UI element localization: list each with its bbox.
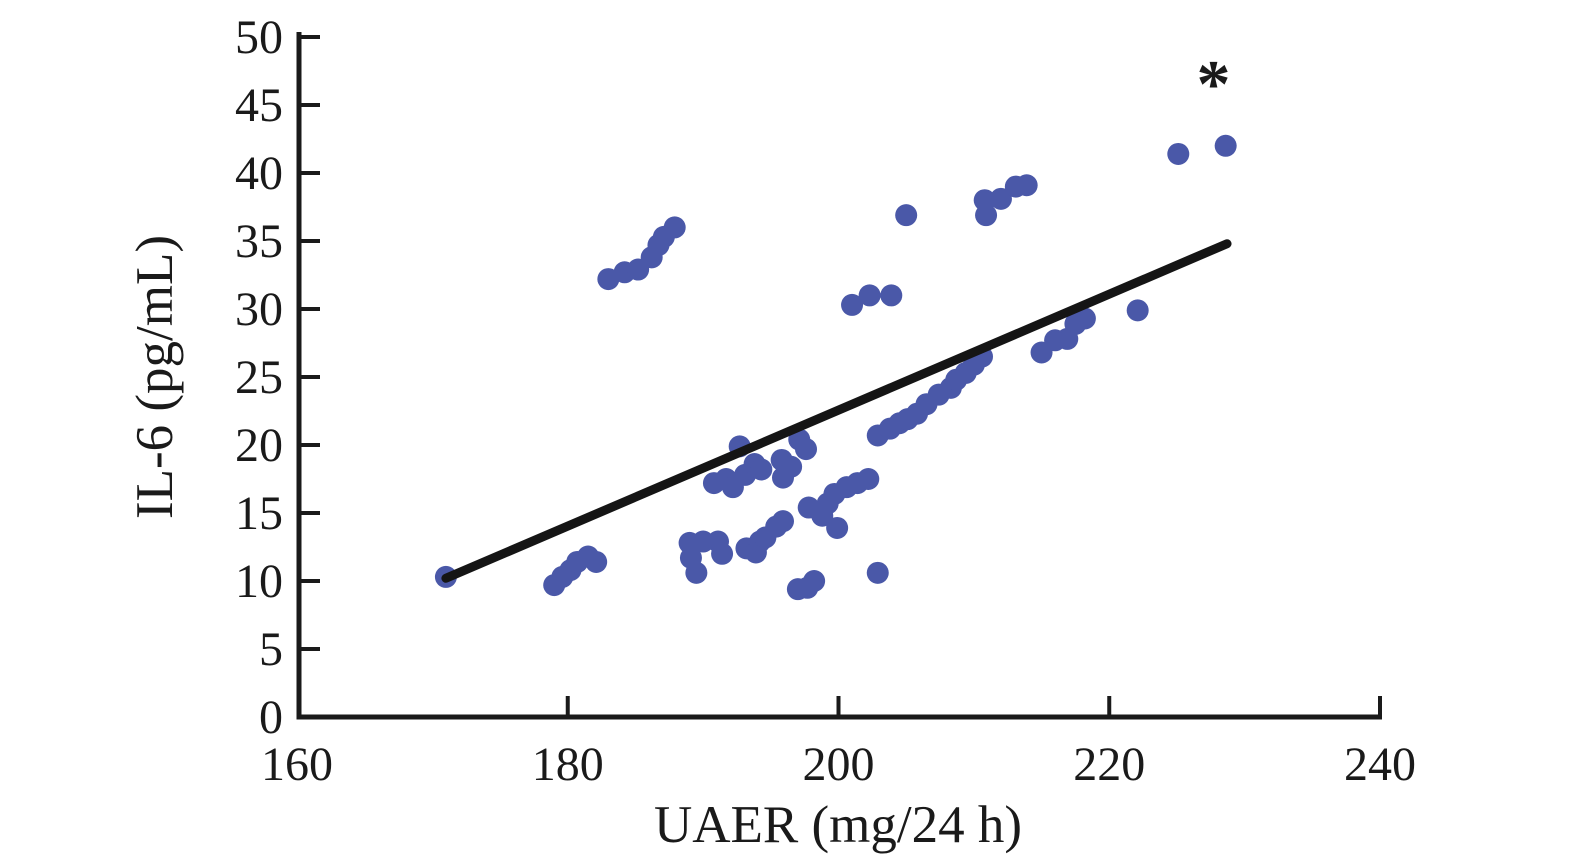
y-tick-label: 15: [235, 487, 283, 540]
y-tick-label: 35: [235, 215, 283, 268]
tick-layer: [301, 35, 1382, 715]
data-point: [857, 468, 880, 490]
y-tick-label: 10: [235, 555, 283, 608]
trend-line-layer: [441, 239, 1232, 583]
y-tick-label: 20: [235, 419, 283, 472]
data-point: [803, 570, 826, 592]
data-point: [771, 510, 794, 533]
x-tick-label: 240: [1344, 738, 1416, 791]
significance-asterisk: *: [1196, 46, 1230, 122]
trend-line: [441, 239, 1232, 583]
x-tick-label: 220: [1073, 738, 1145, 791]
data-point: [711, 542, 734, 565]
y-tick-label: 25: [235, 351, 283, 404]
data-point: [1126, 299, 1149, 322]
data-point: [1167, 142, 1190, 165]
data-point: [1073, 307, 1096, 330]
y-tick-label: 0: [259, 691, 283, 744]
data-point: [866, 561, 889, 584]
data-point: [1214, 134, 1237, 157]
data-point: [858, 284, 881, 307]
y-tick-label: 40: [235, 147, 283, 200]
x-tick-label: 180: [532, 738, 604, 791]
y-tick-label: 50: [235, 11, 283, 64]
data-point: [795, 438, 818, 461]
data-point: [826, 516, 849, 539]
data-point: [663, 216, 686, 239]
data-point: [685, 561, 708, 584]
x-tick-label: 160: [261, 738, 333, 791]
data-point: [1015, 174, 1038, 197]
tick-label-layer: 0 5 10 15 20 25 30 35 40 45 50 160 180 200 220 240: [235, 11, 1416, 791]
y-tick-label: 5: [259, 623, 283, 676]
data-point: [771, 466, 794, 489]
data-point: [895, 204, 918, 227]
y-axis-label: IL-6 (pg/mL): [126, 235, 184, 519]
data-point: [585, 550, 608, 573]
data-point: [750, 458, 773, 481]
x-tick-label: 200: [803, 738, 875, 791]
data-point: [880, 284, 903, 307]
axes-layer: [296, 32, 1382, 720]
y-tick-label: 30: [235, 283, 283, 336]
data-point: [989, 187, 1012, 210]
data-point: [841, 293, 864, 316]
data-point: [975, 204, 998, 227]
x-axis-label: UAER (mg/24 h): [654, 796, 1022, 854]
y-tick-label: 45: [235, 79, 283, 132]
